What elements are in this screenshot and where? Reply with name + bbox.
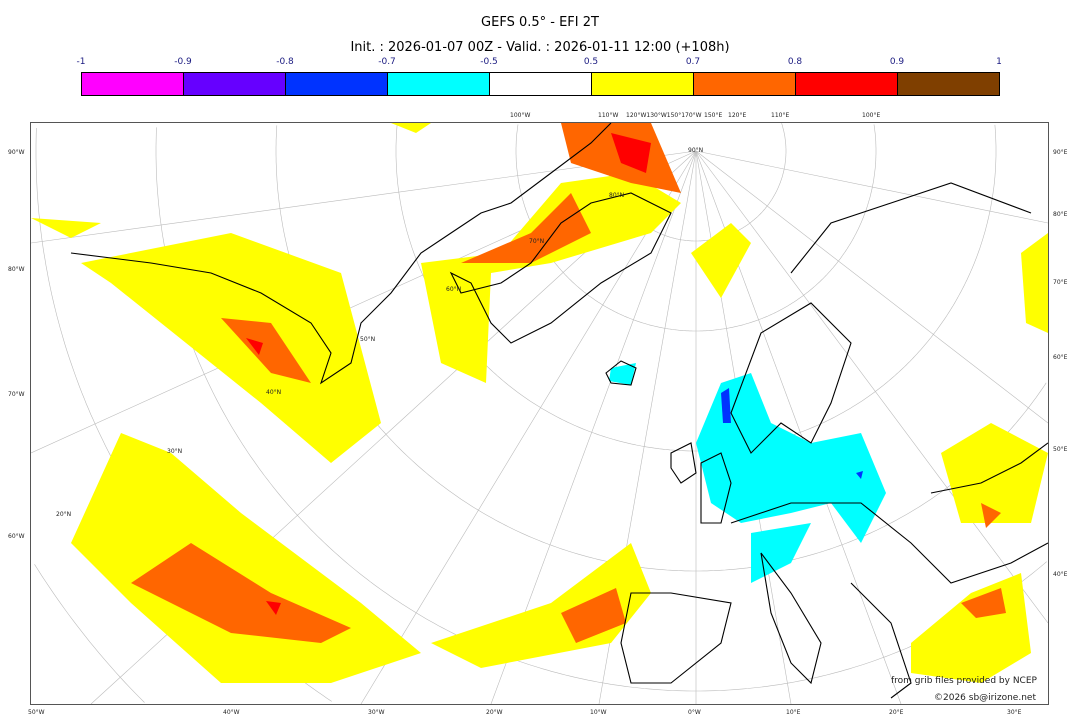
axis-label: 60°W bbox=[8, 533, 25, 540]
axis-label: 100°W bbox=[510, 112, 531, 119]
colorbar-tick: -0.8 bbox=[276, 57, 294, 67]
axis-label: 40°E bbox=[1053, 571, 1068, 578]
colorbar-segment bbox=[286, 73, 388, 95]
axis-label: 80°E bbox=[1053, 211, 1068, 218]
colorbar-segment bbox=[490, 73, 592, 95]
axis-label: 20°E bbox=[889, 709, 904, 716]
credit-source: from grib files provided by NCEP bbox=[891, 676, 1037, 686]
axis-label: 10°W bbox=[590, 709, 607, 716]
axis-label: 30°W bbox=[368, 709, 385, 716]
axis-label: 30°N bbox=[167, 448, 183, 455]
axis-label: 70°N bbox=[529, 238, 545, 245]
colorbar-tick: 0.8 bbox=[787, 57, 803, 67]
axis-label: 50°E bbox=[1053, 446, 1068, 453]
colorbar-segment bbox=[388, 73, 490, 95]
latitude-circle bbox=[873, 124, 877, 151]
map-svg bbox=[31, 123, 1048, 704]
map-title: GEFS 0.5° - EFI 2T bbox=[481, 15, 599, 30]
colorbar-segment bbox=[694, 73, 796, 95]
axis-label: 10°E bbox=[786, 709, 801, 716]
colorbar-tick: -0.7 bbox=[378, 57, 396, 67]
efi-negative bbox=[609, 363, 886, 583]
colorbar-segment bbox=[82, 73, 184, 95]
map-area bbox=[30, 122, 1049, 705]
axis-label: 90°N bbox=[688, 147, 704, 154]
axis-label: 30°E bbox=[1007, 709, 1022, 716]
axis-label: 110°W bbox=[598, 112, 619, 119]
axis-label: 50°N bbox=[360, 336, 376, 343]
credit-copyright: ©2026 sb@irizone.net bbox=[934, 693, 1036, 703]
axis-label: 20°W bbox=[486, 709, 503, 716]
axis-label: 70°W bbox=[8, 391, 25, 398]
latitude-circle bbox=[781, 123, 787, 151]
colorbar-tick: 0.7 bbox=[685, 57, 701, 67]
axis-label: 0°W bbox=[688, 709, 701, 716]
axis-label: 80°N bbox=[609, 192, 625, 199]
colorbar-tick: 0.9 bbox=[889, 57, 905, 67]
efi-positive bbox=[31, 123, 1048, 683]
axis-label: 50°W bbox=[28, 709, 45, 716]
colorbar-tick: 0.5 bbox=[583, 57, 599, 67]
axis-label: 150°E bbox=[704, 112, 723, 119]
colorbar-tick: -1 bbox=[76, 57, 86, 67]
colorbar-tick: -0.9 bbox=[174, 57, 192, 67]
latitude-circle bbox=[994, 124, 997, 151]
map-subtitle: Init. : 2026-01-07 00Z - Valid. : 2026-0… bbox=[350, 40, 730, 55]
colorbar-segment bbox=[592, 73, 694, 95]
colorbar-segment bbox=[898, 73, 999, 95]
colorbar-segment bbox=[796, 73, 898, 95]
axis-label: 120°E bbox=[728, 112, 747, 119]
axis-label: 110°E bbox=[771, 112, 790, 119]
axis-label: 60°E bbox=[1053, 354, 1068, 361]
axis-label: 40°N bbox=[266, 389, 282, 396]
axis-label: 120°W130°W150°170°W bbox=[626, 112, 702, 119]
colorbar-segment bbox=[184, 73, 286, 95]
colorbar bbox=[81, 72, 1000, 96]
axis-label: 60°N bbox=[446, 286, 462, 293]
axis-label: 40°W bbox=[223, 709, 240, 716]
colorbar-tick: 1 bbox=[996, 57, 1002, 67]
latitude-circle bbox=[34, 564, 145, 703]
axis-label: 100°E bbox=[862, 112, 881, 119]
axis-label: 80°W bbox=[8, 266, 25, 273]
axis-label: 90°E bbox=[1053, 149, 1068, 156]
axis-label: 70°E bbox=[1053, 279, 1068, 286]
coastlines bbox=[70, 123, 1048, 699]
colorbar-tick: -0.5 bbox=[480, 57, 498, 67]
axis-label: 90°W bbox=[8, 149, 25, 156]
axis-label: 20°N bbox=[56, 511, 72, 518]
